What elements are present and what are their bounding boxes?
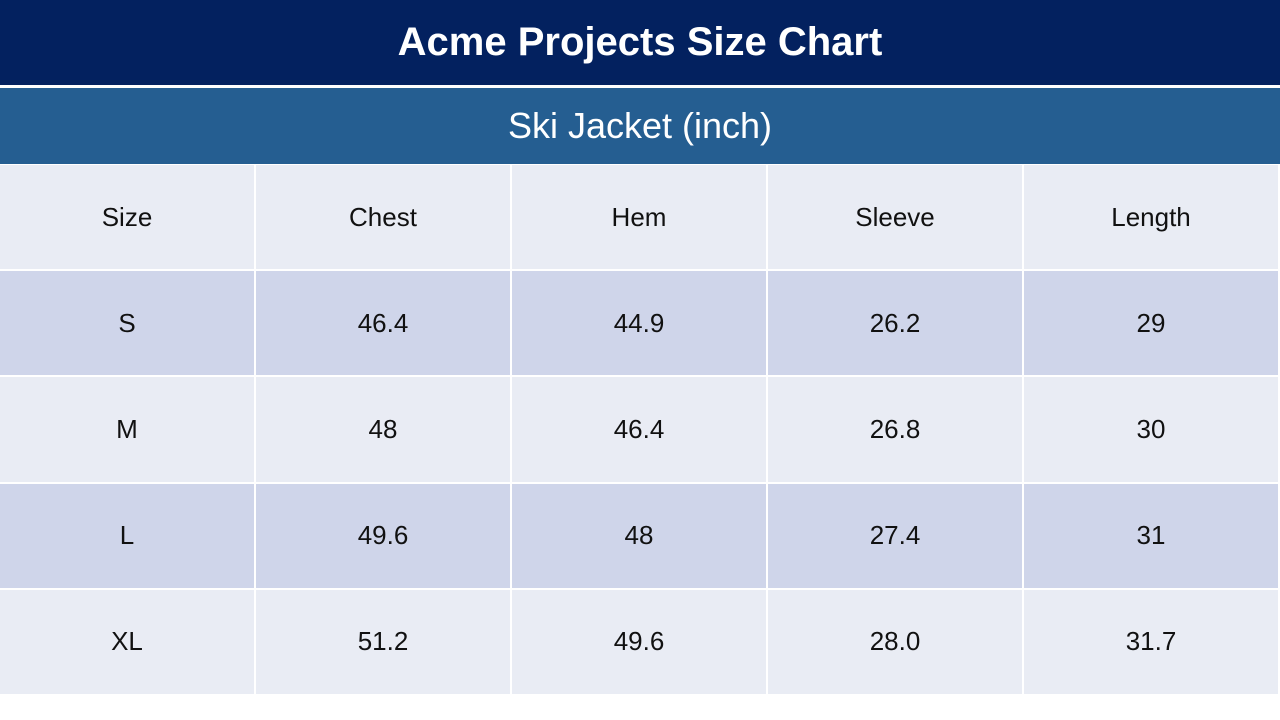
table-cell: 31	[1024, 483, 1278, 588]
table-cell: 46.4	[512, 377, 766, 482]
table-cell: 26.8	[768, 377, 1022, 482]
table-cell: 49.6	[512, 589, 766, 694]
table-cell: L	[0, 483, 254, 588]
table-cell: 46.4	[256, 271, 510, 376]
title: Acme Projects Size Chart	[397, 20, 883, 64]
column-header: Chest	[256, 165, 510, 270]
table-cell: 48	[512, 483, 766, 588]
table-cell: 26.2	[768, 271, 1022, 376]
column-header: Length	[1024, 165, 1278, 270]
table-cell: S	[0, 271, 254, 376]
table-cell: 28.0	[768, 589, 1022, 694]
column-header: Size	[0, 165, 254, 270]
column-header: Hem	[512, 165, 766, 270]
table-cell: 31.7	[1024, 589, 1278, 694]
table-cell: 51.2	[256, 589, 510, 694]
table-cell: 49.6	[256, 483, 510, 588]
table-cell: XL	[0, 589, 254, 694]
table-cell: 30	[1024, 377, 1278, 482]
table-cell: 44.9	[512, 271, 766, 376]
table-cell: 27.4	[768, 483, 1022, 588]
subtitle-bar: Ski Jacket (inch)	[0, 88, 1280, 164]
table-cell: 48	[256, 377, 510, 482]
table-cell: M	[0, 377, 254, 482]
table-cell: 29	[1024, 271, 1278, 376]
subtitle: Ski Jacket (inch)	[507, 105, 773, 146]
column-header: Sleeve	[768, 165, 1022, 270]
title-bar: Acme Projects Size Chart	[0, 0, 1280, 85]
